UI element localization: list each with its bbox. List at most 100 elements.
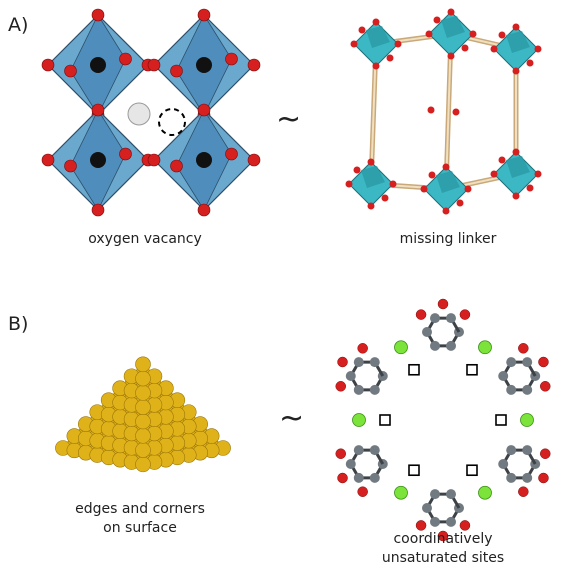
carbon-atom	[430, 340, 440, 351]
oxygen-atom	[350, 40, 358, 48]
oxygen-atom	[386, 54, 394, 62]
zr-cluster-face	[506, 31, 530, 53]
oxygen-atom	[464, 185, 472, 193]
oxygen-atom	[147, 58, 161, 72]
oxygen-atom	[41, 58, 55, 72]
open-site-marker	[408, 363, 420, 376]
oxygen-atom	[518, 343, 529, 354]
gold-atom	[135, 399, 151, 415]
oxygen-atom	[437, 530, 449, 542]
gold-atom	[135, 456, 151, 473]
oxygen-atom	[335, 448, 346, 459]
open-site-marker	[379, 414, 391, 426]
edges-corners-caption-line1: edges and corners	[75, 501, 205, 517]
carbon-atom	[446, 489, 456, 500]
oxygen-atom	[420, 185, 428, 193]
cation-atom	[90, 57, 106, 73]
oxygen-atom	[337, 356, 348, 368]
oxygen-atom	[518, 486, 529, 497]
cation-atom	[196, 152, 212, 168]
mof-ring-open-metal-sites-icon	[335, 298, 551, 542]
carbon-atom	[353, 357, 364, 368]
gold-atom	[135, 356, 151, 373]
copper-atom	[352, 413, 366, 427]
oxygen-atom	[119, 147, 132, 161]
perovskite-octahedra-icon	[41, 8, 261, 217]
edges-corners-caption: edges and corners on surface	[50, 500, 230, 538]
carbon-atom	[522, 472, 533, 483]
copper-atom	[394, 485, 408, 500]
edges-corners-caption-line2: on surface	[103, 520, 177, 536]
zr-cluster-face	[436, 171, 460, 193]
oxygen-atom	[170, 159, 183, 173]
zr-cluster-face	[366, 26, 390, 48]
zr-cluster-face	[441, 16, 465, 38]
oxygen-atom	[367, 158, 375, 166]
cation-atom	[90, 152, 106, 168]
zr-cluster-face	[361, 166, 385, 188]
oxygen-atom	[512, 192, 520, 200]
capping-oxygen	[427, 106, 435, 114]
carbon-atom	[522, 445, 533, 456]
carbon-atom	[345, 371, 356, 381]
carbon-atom	[369, 445, 380, 456]
zr-cluster-face	[506, 156, 530, 178]
oxygen-atom	[442, 207, 450, 215]
carbon-atom	[446, 313, 456, 324]
carbon-atom	[506, 445, 517, 456]
carbon-atom	[422, 503, 432, 513]
oxygen-atom	[447, 8, 455, 16]
carbon-atom	[446, 516, 456, 527]
panel-b-label: B)	[8, 313, 29, 335]
carbon-atom	[369, 472, 380, 483]
oxygen-atom	[540, 381, 551, 392]
oxygen-atom	[428, 171, 436, 179]
oxygen-atom	[534, 45, 542, 53]
oxygen-atom	[540, 448, 551, 459]
vacancy-marker	[158, 108, 186, 136]
copper-atom	[394, 340, 408, 355]
oxygen-atom	[372, 62, 380, 70]
oxygen-atom	[534, 170, 542, 178]
unsaturated-sites-caption-line1: coordinatively	[393, 531, 493, 547]
oxygen-atom	[442, 163, 450, 171]
oxygen-atom	[225, 147, 238, 161]
oxygen-atom	[337, 472, 348, 484]
carbon-atom	[506, 472, 517, 483]
copper-atom	[478, 485, 492, 500]
copper-atom	[478, 340, 492, 355]
oxygen-atom	[425, 30, 433, 38]
oxygen-atom	[512, 148, 520, 156]
unsaturated-sites-caption-line2: unsaturated sites	[381, 550, 505, 566]
gold-atom	[135, 442, 151, 458]
cation-atom	[196, 57, 212, 73]
carbon-atom	[498, 459, 509, 469]
oxygen-atom	[389, 180, 397, 188]
oxygen-atom	[357, 486, 368, 497]
copper-atom	[520, 413, 534, 427]
open-site-marker	[466, 363, 478, 376]
oxygen-atom	[415, 309, 427, 320]
open-site-marker	[466, 464, 478, 477]
oxygen-atom	[197, 203, 211, 217]
gold-nanoparticle-pyramid-icon	[55, 356, 231, 473]
oxygen-atom	[498, 31, 506, 39]
oxygen-atom	[353, 166, 361, 174]
oxygen-atom	[526, 184, 534, 192]
oxygen-atom	[119, 52, 132, 66]
oxygen-atom	[247, 58, 261, 72]
carbon-atom	[446, 340, 456, 351]
gold-atom	[135, 370, 151, 387]
oxygen-atom	[394, 40, 402, 48]
carbon-atom	[345, 459, 356, 469]
mof-missing-linker-icon	[345, 8, 542, 215]
carbon-atom	[498, 371, 509, 381]
oxygen-atom	[381, 194, 389, 202]
oxygen-atom	[526, 59, 534, 67]
oxygen-atom	[64, 159, 77, 173]
oxygen-atom	[335, 381, 346, 392]
oxygen-atom	[456, 199, 464, 207]
oxygen-atom	[538, 356, 549, 368]
oxygen-atom	[512, 23, 520, 31]
oxygen-atom	[372, 18, 380, 26]
